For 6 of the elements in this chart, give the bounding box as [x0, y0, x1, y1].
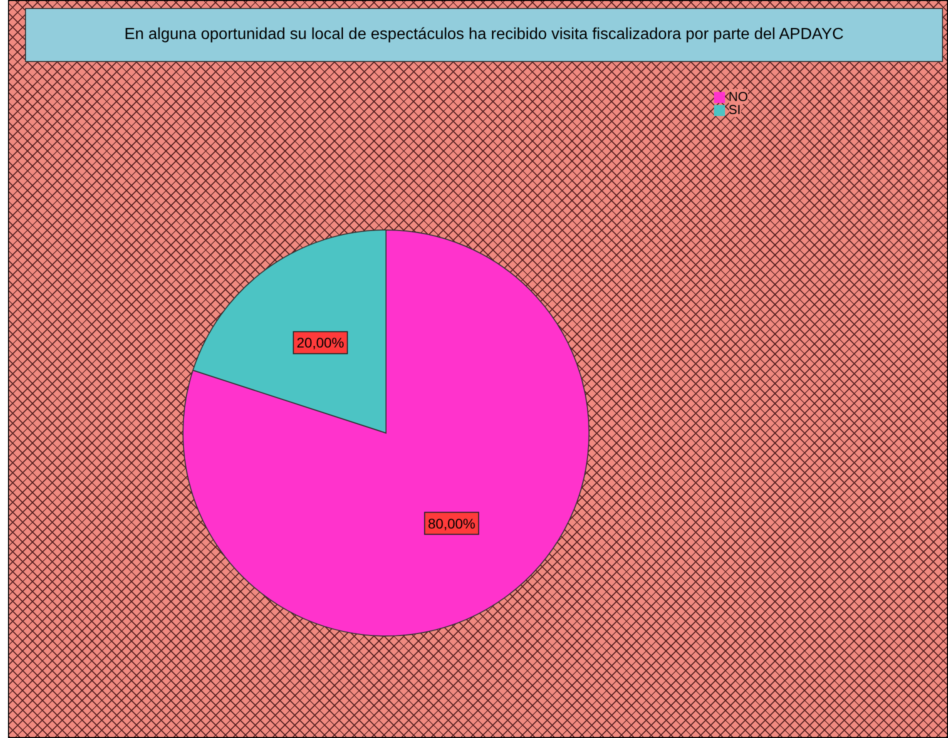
data-label: 80,00% [428, 515, 476, 532]
chart-title: En alguna oportunidad su local de espectáculos ha recibido visita fiscalizadora por parte del APDAYC [25, 8, 943, 62]
data-label: 20,00% [296, 334, 344, 351]
pie-slice [182, 230, 590, 636]
legend-label: SI [728, 102, 741, 118]
legend-label: NO [728, 89, 748, 104]
